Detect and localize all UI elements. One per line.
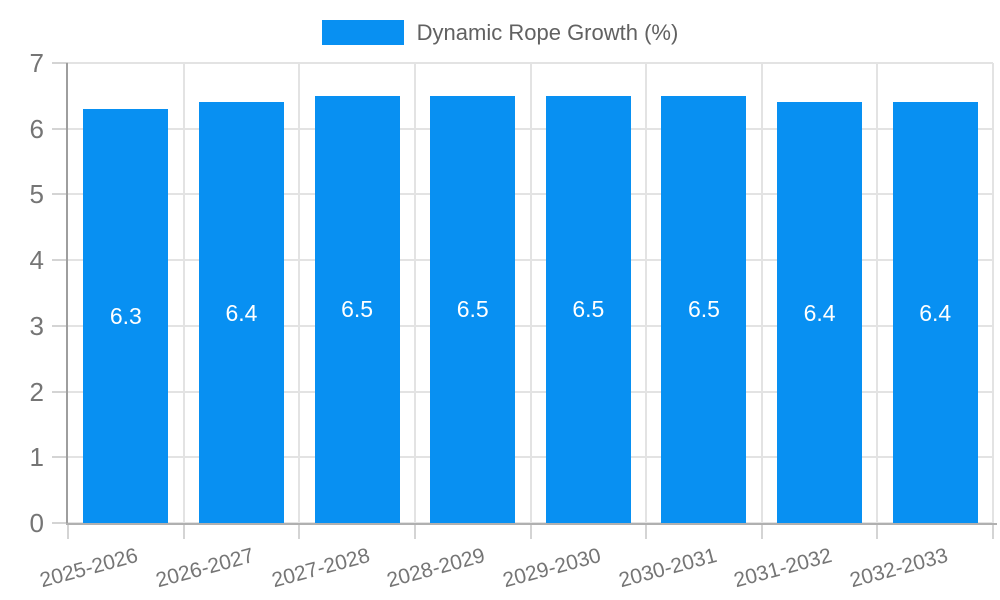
bar-value-label: 6.3 — [109, 303, 142, 329]
y-axis-tick-label: 0 — [29, 508, 44, 538]
x-axis-category-label: 2030-2031 — [615, 544, 719, 593]
y-axis-tick-label: 5 — [29, 179, 44, 210]
bar — [661, 95, 747, 523]
x-tick-mark — [529, 523, 532, 539]
y-axis-tick-label: 2 — [29, 376, 44, 407]
x-axis-line — [66, 523, 997, 525]
x-gridline — [182, 63, 185, 523]
bar — [545, 95, 631, 523]
y-tick-mark — [52, 522, 68, 524]
bar — [198, 102, 284, 523]
x-axis-category-label: 2026-2027 — [153, 544, 257, 593]
x-axis-category-label: 2031-2032 — [731, 544, 835, 593]
x-tick-mark — [182, 523, 185, 539]
legend-swatch — [321, 20, 404, 45]
bar — [892, 102, 978, 523]
y-axis-line — [66, 63, 68, 525]
x-tick-mark — [298, 523, 301, 539]
y-axis-tick-label: 7 — [29, 48, 44, 78]
bar — [777, 102, 863, 523]
x-axis-category-label: 2025-2026 — [37, 544, 141, 593]
bar — [83, 109, 169, 523]
x-tick-mark — [760, 523, 763, 539]
x-axis-category-label: 2027-2028 — [269, 544, 373, 593]
y-axis-tick-label: 1 — [29, 442, 44, 473]
y-tick-mark — [52, 259, 68, 262]
legend-label: Dynamic Rope Growth (%) — [416, 20, 679, 45]
x-gridline — [298, 63, 301, 523]
bar-value-label: 6.4 — [919, 299, 952, 326]
y-tick-mark — [52, 193, 68, 196]
x-tick-mark — [67, 523, 69, 539]
x-gridline — [645, 63, 648, 523]
x-tick-mark — [876, 523, 879, 539]
bar-value-label: 6.5 — [456, 296, 489, 323]
x-tick-mark — [992, 523, 994, 539]
bar-value-label: 6.5 — [572, 296, 605, 323]
bar-value-label: 6.4 — [803, 299, 836, 326]
x-gridline — [760, 63, 763, 523]
y-tick-mark — [52, 390, 68, 393]
x-axis-category-label: 2029-2030 — [500, 544, 604, 593]
y-axis-tick-label: 3 — [29, 310, 44, 341]
bar — [430, 95, 516, 523]
x-axis-category-label: 2028-2029 — [384, 544, 488, 593]
y-tick-mark — [52, 62, 68, 64]
x-gridline — [529, 63, 532, 523]
x-gridline — [992, 63, 994, 523]
y-axis-tick-label: 6 — [29, 113, 44, 144]
y-axis-tick-label: 4 — [29, 245, 44, 276]
y-tick-mark — [52, 127, 68, 130]
y-tick-mark — [52, 324, 68, 327]
bar-value-label: 6.5 — [341, 296, 374, 323]
x-axis-category-label: 2032-2033 — [847, 544, 951, 593]
bar-value-label: 6.5 — [687, 296, 720, 323]
x-gridline — [876, 63, 879, 523]
x-tick-mark — [645, 523, 648, 539]
chart-legend: Dynamic Rope Growth (%) — [0, 19, 1000, 46]
bar — [314, 95, 400, 523]
x-tick-mark — [413, 523, 416, 539]
y-tick-mark — [52, 456, 68, 459]
bar-value-label: 6.4 — [225, 299, 258, 326]
x-gridline — [413, 63, 416, 523]
